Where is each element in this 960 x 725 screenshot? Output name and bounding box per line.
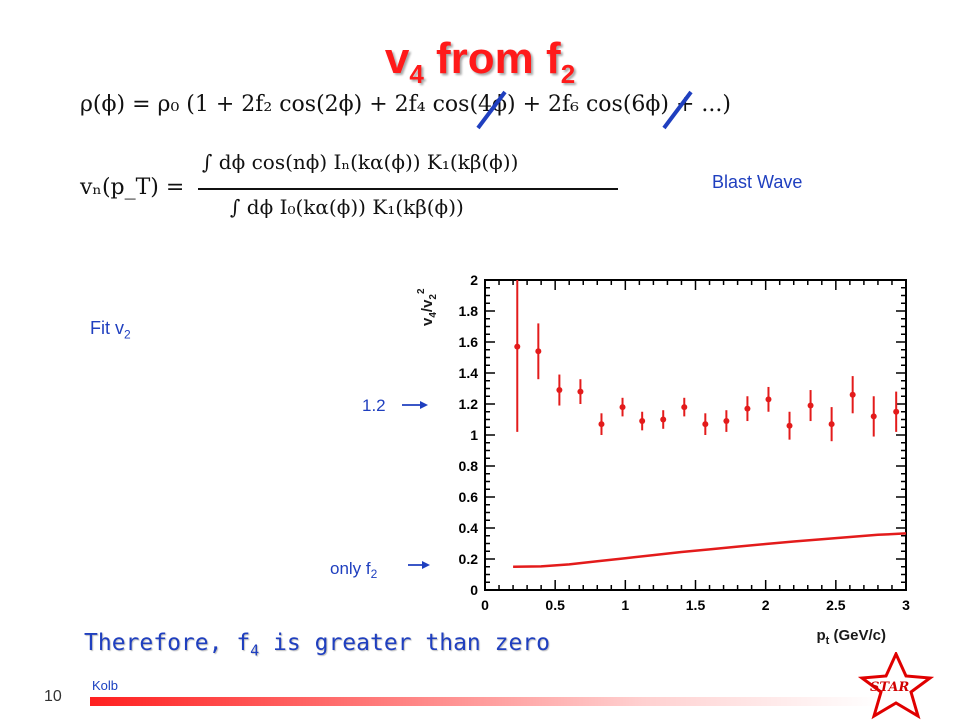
y-tick-label: 2: [470, 272, 478, 288]
x-tick-label: 0: [481, 597, 489, 613]
x-axis-label: pt (GeV/c): [816, 627, 886, 647]
y-tick-label: 1: [470, 427, 478, 443]
only-f2-curve: [513, 532, 907, 569]
data-point: [598, 421, 605, 428]
data-point: [639, 418, 646, 425]
annotation-only-f2: only f2: [330, 559, 378, 581]
star-logo: STAR: [848, 650, 944, 720]
vn-equation: vₙ(p_T) = ∫ dϕ cos(nϕ) Iₙ(kα(ϕ)) K₁(kβ(ϕ…: [80, 150, 620, 230]
vn-numerator: ∫ dϕ cos(nϕ) Iₙ(kα(ϕ)) K₁(kβ(ϕ)): [202, 150, 519, 174]
page-number: 10: [44, 688, 62, 705]
annotation-1-2: 1.2: [362, 396, 386, 415]
fraction-bar: [198, 188, 618, 190]
footer-bar: [90, 697, 880, 706]
y-tick-label: 1.4: [459, 365, 479, 381]
y-tick-label: 1.2: [459, 396, 479, 412]
star-icon: [857, 650, 935, 720]
data-point: [723, 418, 730, 425]
strike-f6: [662, 90, 693, 130]
data-point: [681, 404, 688, 411]
data-point: [893, 408, 900, 415]
data-point: [744, 405, 751, 412]
data-point: [870, 413, 877, 420]
x-tick-label: 0.5: [545, 597, 565, 613]
y-tick-label: 0.2: [459, 551, 479, 567]
fit-v2-label: Fit v2: [90, 318, 131, 342]
x-tick-label: 3: [902, 597, 910, 613]
data-point: [765, 396, 772, 403]
vn-denominator: ∫ dϕ I₀(kα(ϕ)) K₁(kβ(ϕ)): [230, 195, 464, 219]
x-tick-label: 2: [762, 597, 770, 613]
data-point: [577, 388, 584, 395]
y-tick-label: 1.8: [459, 303, 479, 319]
conclusion-text: Therefore, f4 is greater than zero: [84, 630, 550, 660]
vn-lhs: vₙ(p_T) =: [80, 175, 185, 200]
plot-frame: [484, 279, 907, 591]
data-point: [849, 391, 856, 398]
slide-title: v4 from f2: [384, 34, 576, 89]
data-point: [619, 404, 626, 411]
data-point: [556, 387, 563, 394]
author-note: Kolb: [92, 678, 119, 693]
data-point: [786, 422, 793, 429]
x-tick-label: 2.5: [826, 597, 846, 613]
arrowhead-only-f2: [422, 561, 430, 569]
y-tick-label: 1.6: [459, 334, 479, 350]
data-point: [660, 416, 667, 423]
x-tick-label: 1.5: [686, 597, 706, 613]
data-point: [828, 421, 835, 428]
data-point: [807, 402, 814, 409]
strike-f4: [476, 90, 507, 130]
blast-wave-label: Blast Wave: [712, 172, 803, 192]
y-tick-label: 0.8: [459, 458, 479, 474]
x-tick-label: 1: [621, 597, 629, 613]
data-point: [702, 421, 709, 428]
density-equation: ρ(ϕ) = ρ₀ (1 + 2f₂ cos(2ϕ) + 2f₄ cos(4ϕ)…: [80, 92, 731, 117]
y-axis-label: v4/v22: [416, 288, 439, 326]
y-tick-label: 0: [470, 582, 478, 598]
data-point: [514, 343, 521, 350]
y-tick-label: 0.6: [459, 489, 479, 505]
star-logo-text: STAR: [870, 680, 910, 695]
y-tick-label: 0.4: [459, 520, 479, 536]
arrowhead-1-2: [420, 401, 428, 409]
data-point: [535, 348, 542, 355]
